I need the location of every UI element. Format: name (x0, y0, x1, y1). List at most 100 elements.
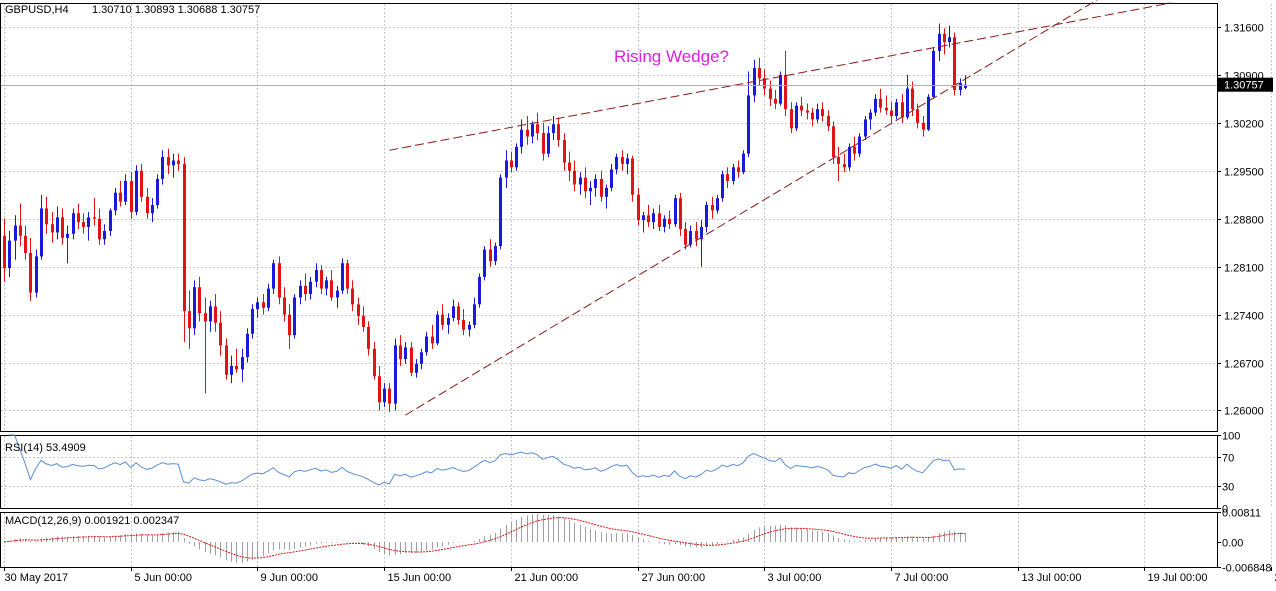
time-tick-label: 9 Jun 00:00 (261, 572, 319, 584)
candle-body (362, 316, 365, 327)
candle (827, 111, 830, 132)
candle (325, 277, 328, 295)
candle-body (109, 210, 112, 231)
candle-body (87, 217, 90, 227)
candle (146, 188, 149, 219)
candle (869, 109, 872, 130)
candle-body (943, 34, 946, 42)
candle-body (156, 179, 159, 205)
candle (351, 280, 354, 311)
candle (684, 222, 687, 249)
candle-body (330, 280, 333, 297)
candle (341, 258, 344, 294)
candle-body (716, 198, 719, 210)
candle-body (40, 208, 43, 256)
candle-body (14, 226, 17, 241)
price-tick-label: 1.29500 (1224, 167, 1264, 179)
candle-body (911, 89, 914, 110)
candle-body (378, 376, 381, 402)
candle (256, 297, 259, 318)
candle-body (188, 311, 191, 328)
candle-body (711, 205, 714, 210)
candle-body (705, 205, 708, 227)
candle-body (531, 124, 534, 136)
annotation-rising-wedge: Rising Wedge? (614, 47, 729, 66)
candle (652, 208, 655, 229)
candle (552, 116, 555, 140)
candle-body (61, 217, 64, 238)
candle-body (747, 95, 750, 153)
candle (848, 143, 851, 170)
candle (520, 119, 523, 153)
candle (404, 342, 407, 364)
candle-body (689, 231, 692, 245)
candle (441, 304, 444, 329)
candle-body (858, 137, 861, 154)
candlestick-series[interactable] (3, 24, 967, 412)
candle (219, 311, 222, 356)
candle-body (774, 99, 777, 104)
candle-body (235, 366, 238, 369)
candle-body (320, 270, 323, 288)
macd-panel-frame (1, 513, 1218, 568)
candle-body (953, 37, 956, 90)
candle-body (135, 171, 138, 212)
candle (874, 94, 877, 116)
candle (87, 212, 90, 241)
candle-body (219, 323, 222, 346)
candle-body (674, 198, 677, 224)
candle-body (251, 309, 254, 334)
candle-body (769, 89, 772, 99)
candle (721, 171, 724, 202)
candle (51, 212, 54, 243)
candle-body (557, 124, 560, 140)
candle (726, 167, 729, 188)
candle (24, 226, 27, 260)
candle (330, 270, 333, 301)
candle (8, 231, 11, 277)
candle (478, 273, 481, 307)
rsi-tick-label: 100 (1222, 431, 1240, 443)
candle-body (579, 178, 582, 185)
candle-body (93, 217, 96, 218)
candle-body (299, 286, 302, 298)
candle (800, 97, 803, 116)
candle-body (420, 352, 423, 364)
candle (209, 301, 212, 332)
candle-body (283, 297, 286, 314)
candle (705, 202, 708, 233)
candle (267, 284, 270, 311)
candle-body (547, 133, 550, 154)
candle-body (230, 366, 233, 375)
chart-header-symbol: GBPUSD,H4 (5, 4, 69, 16)
candle (235, 349, 238, 373)
candle-body (473, 304, 476, 325)
candle (167, 149, 170, 174)
candle (241, 349, 244, 382)
candle-body (695, 231, 698, 239)
candle-body (737, 167, 740, 172)
candle-body (278, 263, 281, 297)
candle (890, 102, 893, 123)
candle-body (948, 37, 951, 42)
time-tick-label: 5 Jun 00:00 (135, 572, 193, 584)
candle (943, 28, 946, 54)
candle-body (901, 102, 904, 117)
candle (410, 342, 413, 376)
candle (901, 94, 904, 123)
candle-body (959, 83, 962, 90)
candle-body (447, 318, 450, 325)
candle-body (853, 147, 856, 154)
candle (579, 172, 582, 195)
time-tick-label: 19 Jul 00:00 (1148, 572, 1208, 584)
candle (816, 104, 819, 123)
candle (230, 356, 233, 383)
candle-body (241, 357, 244, 369)
candle (505, 150, 508, 188)
candle-body (600, 179, 603, 197)
candle-body (304, 286, 307, 294)
wedge-trendlines[interactable] (389, 0, 1170, 415)
candle (130, 172, 133, 219)
